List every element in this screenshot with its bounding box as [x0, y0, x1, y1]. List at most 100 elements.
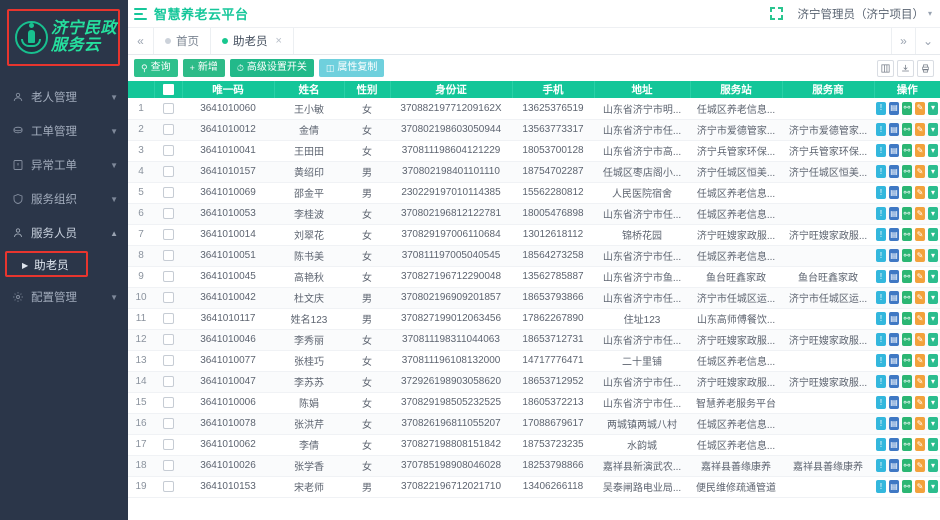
row-select-cell[interactable] — [154, 434, 182, 456]
tab-home[interactable]: 首页 — [154, 28, 211, 54]
more-dropdown-icon[interactable]: ▾ — [928, 375, 938, 388]
more-dropdown-icon[interactable]: ▾ — [928, 459, 938, 472]
row-checkbox[interactable] — [162, 123, 174, 135]
edit-icon[interactable]: ✎ — [915, 291, 925, 304]
detail-info-icon[interactable]: ! — [876, 165, 886, 178]
edit-icon[interactable]: ✎ — [915, 354, 925, 367]
more-dropdown-icon[interactable]: ▾ — [928, 270, 938, 283]
table-row[interactable]: 4 3641010157 黄绍印男 370802198401101110 1875470… — [128, 161, 940, 183]
relation-network-icon[interactable]: ⚯ — [902, 291, 912, 304]
fullscreen-icon[interactable] — [770, 7, 784, 20]
attribute-copy-button[interactable]: ◫ 属性复制 — [318, 59, 385, 77]
schedule-calendar-icon[interactable]: ▤ — [889, 270, 899, 283]
row-select-cell[interactable] — [154, 455, 182, 477]
relation-network-icon[interactable]: ⚯ — [902, 144, 912, 157]
app-logo[interactable]: 济宁民政 服务云 — [0, 0, 128, 74]
table-row[interactable]: 17 3641010062 李倩女 370827198808151842 1875372… — [128, 434, 940, 456]
table-row[interactable]: 10 3641010042 杜文庆男 370802196909201857 186537… — [128, 287, 940, 309]
tabs-next-button[interactable]: » — [892, 28, 916, 54]
user-menu[interactable]: 济宁管理员（济宁项目） ▾ — [797, 6, 932, 22]
detail-info-icon[interactable]: ! — [876, 312, 886, 325]
row-select-cell[interactable] — [154, 308, 182, 330]
detail-info-icon[interactable]: ! — [876, 333, 886, 346]
table-row[interactable]: 15 3641010006 陈娟女 370829198505232525 1860537… — [128, 392, 940, 414]
more-dropdown-icon[interactable]: ▾ — [928, 396, 938, 409]
edit-icon[interactable]: ✎ — [915, 186, 925, 199]
edit-icon[interactable]: ✎ — [915, 480, 925, 493]
edit-icon[interactable]: ✎ — [915, 144, 925, 157]
column-header-address[interactable]: 地址 — [594, 81, 691, 98]
edit-icon[interactable]: ✎ — [915, 249, 925, 262]
schedule-calendar-icon[interactable]: ▤ — [889, 396, 899, 409]
relation-network-icon[interactable]: ⚯ — [902, 312, 912, 325]
more-dropdown-icon[interactable]: ▾ — [928, 186, 938, 199]
relation-network-icon[interactable]: ⚯ — [902, 207, 912, 220]
table-row[interactable]: 3 3641010041 王田田女 370811198604121229 1805370… — [128, 140, 940, 162]
column-header-name[interactable]: 姓名 — [274, 81, 345, 98]
more-dropdown-icon[interactable]: ▾ — [928, 480, 938, 493]
column-header-id-card[interactable]: 身份证 — [390, 81, 513, 98]
relation-network-icon[interactable]: ⚯ — [902, 354, 912, 367]
edit-icon[interactable]: ✎ — [915, 207, 925, 220]
relation-network-icon[interactable]: ⚯ — [902, 396, 912, 409]
schedule-calendar-icon[interactable]: ▤ — [889, 375, 899, 388]
row-checkbox[interactable] — [162, 249, 174, 261]
row-select-cell[interactable] — [154, 182, 182, 204]
column-header-phone[interactable]: 手机 — [512, 81, 595, 98]
row-checkbox[interactable] — [162, 459, 174, 471]
column-header-provider[interactable]: 服务商 — [782, 81, 875, 98]
row-select-cell[interactable] — [154, 266, 182, 288]
detail-info-icon[interactable]: ! — [876, 249, 886, 262]
more-dropdown-icon[interactable]: ▾ — [928, 101, 938, 115]
schedule-calendar-icon[interactable]: ▤ — [889, 480, 899, 493]
table-row[interactable]: 18 3641010026 张学香女 370785198908046028 182537… — [128, 455, 940, 477]
relation-network-icon[interactable]: ⚯ — [902, 333, 912, 346]
row-checkbox[interactable] — [162, 396, 174, 408]
schedule-calendar-icon[interactable]: ▤ — [889, 417, 899, 430]
edit-icon[interactable]: ✎ — [915, 438, 925, 451]
more-dropdown-icon[interactable]: ▾ — [928, 291, 938, 304]
row-checkbox[interactable] — [162, 375, 174, 387]
row-select-cell[interactable] — [154, 329, 182, 351]
more-dropdown-icon[interactable]: ▾ — [928, 207, 938, 220]
more-dropdown-icon[interactable]: ▾ — [928, 312, 938, 325]
sidebar-item-elder-management[interactable]: 老人管理 ▼ — [0, 80, 128, 114]
relation-network-icon[interactable]: ⚯ — [902, 101, 912, 115]
row-checkbox[interactable] — [162, 186, 174, 198]
detail-info-icon[interactable]: ! — [876, 480, 886, 493]
edit-icon[interactable]: ✎ — [915, 396, 925, 409]
schedule-calendar-icon[interactable]: ▤ — [889, 333, 899, 346]
more-dropdown-icon[interactable]: ▾ — [928, 123, 938, 136]
row-checkbox[interactable] — [162, 312, 174, 324]
table-row[interactable]: 1 3641010060 王小敏女 37088219771209162X 1362537… — [128, 98, 940, 120]
data-table-container[interactable]: 唯一码 姓名 性别 身份证 手机 地址 服务站 服务商 操作 1 36410100… — [128, 81, 940, 520]
tabs-collapse-button[interactable]: « — [128, 28, 154, 54]
schedule-calendar-icon[interactable]: ▤ — [889, 101, 899, 115]
relation-network-icon[interactable]: ⚯ — [902, 123, 912, 136]
schedule-calendar-icon[interactable]: ▤ — [889, 186, 899, 199]
row-checkbox[interactable] — [162, 417, 174, 429]
close-icon[interactable]: × — [275, 35, 282, 47]
schedule-calendar-icon[interactable]: ▤ — [889, 459, 899, 472]
column-header-code[interactable]: 唯一码 — [182, 81, 275, 98]
sidebar-item-service-staff[interactable]: 服务人员 ▲ — [0, 216, 128, 250]
table-row[interactable]: 6 3641010053 李桂波女 370802196812122781 1800547… — [128, 203, 940, 225]
more-dropdown-icon[interactable]: ▾ — [928, 144, 938, 157]
row-select-cell[interactable] — [154, 392, 182, 414]
more-dropdown-icon[interactable]: ▾ — [928, 249, 938, 262]
relation-network-icon[interactable]: ⚯ — [902, 375, 912, 388]
row-checkbox[interactable] — [162, 207, 174, 219]
relation-network-icon[interactable]: ⚯ — [902, 480, 912, 493]
schedule-calendar-icon[interactable]: ▤ — [889, 354, 899, 367]
table-row[interactable]: 8 3641010051 陈书美女 370811197005040545 1856427… — [128, 245, 940, 267]
edit-icon[interactable]: ✎ — [915, 312, 925, 325]
row-select-cell[interactable] — [154, 245, 182, 267]
schedule-calendar-icon[interactable]: ▤ — [889, 207, 899, 220]
row-checkbox[interactable] — [162, 228, 174, 240]
row-select-cell[interactable] — [154, 287, 182, 309]
row-select-cell[interactable] — [154, 98, 182, 120]
schedule-calendar-icon[interactable]: ▤ — [889, 249, 899, 262]
relation-network-icon[interactable]: ⚯ — [902, 270, 912, 283]
edit-icon[interactable]: ✎ — [915, 459, 925, 472]
row-checkbox[interactable] — [162, 333, 174, 345]
